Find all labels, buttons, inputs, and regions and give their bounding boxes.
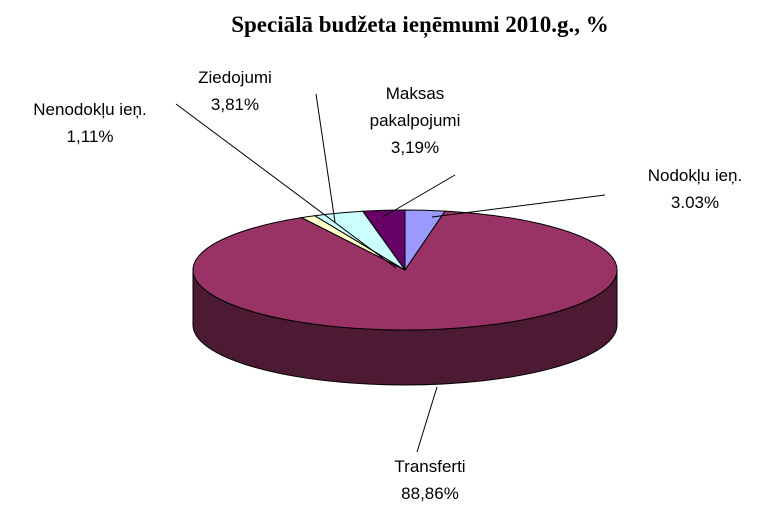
value-label: 88,86% (401, 484, 459, 503)
value-label: 3.03% (670, 193, 720, 212)
pie-slice (361, 209, 406, 272)
leader-line (175, 103, 397, 269)
leader-line (382, 174, 456, 218)
slice-label: Nodokļu ieņ. 3.03% (610, 162, 758, 216)
slice-label: Ziedojumi 3,81% (165, 64, 305, 118)
slice-label: Maksas pakalpojumi 3,19% (360, 80, 470, 161)
value-label: 1,11% (66, 127, 114, 146)
category-label: Maksas pakalpojumi (369, 84, 461, 130)
slice-label: Transferti 88,86% (340, 453, 520, 507)
category-label: Transferti (394, 457, 466, 476)
value-label: 3,81% (210, 95, 260, 114)
chart-title: Speciālā budžeta ieņēmumi 2010.g., % (231, 12, 609, 37)
category-label: Ziedojumi (198, 68, 272, 87)
leader-line (416, 386, 438, 453)
slice-label: Nenodokļu ieņ. 1,11% (0, 96, 180, 150)
value-label: 3,19% (390, 138, 440, 157)
category-label: Nodokļu ieņ. (647, 166, 743, 185)
leader-line (315, 93, 336, 223)
leader-line (431, 194, 606, 218)
category-label: Nenodokļu ieņ. (33, 100, 147, 119)
